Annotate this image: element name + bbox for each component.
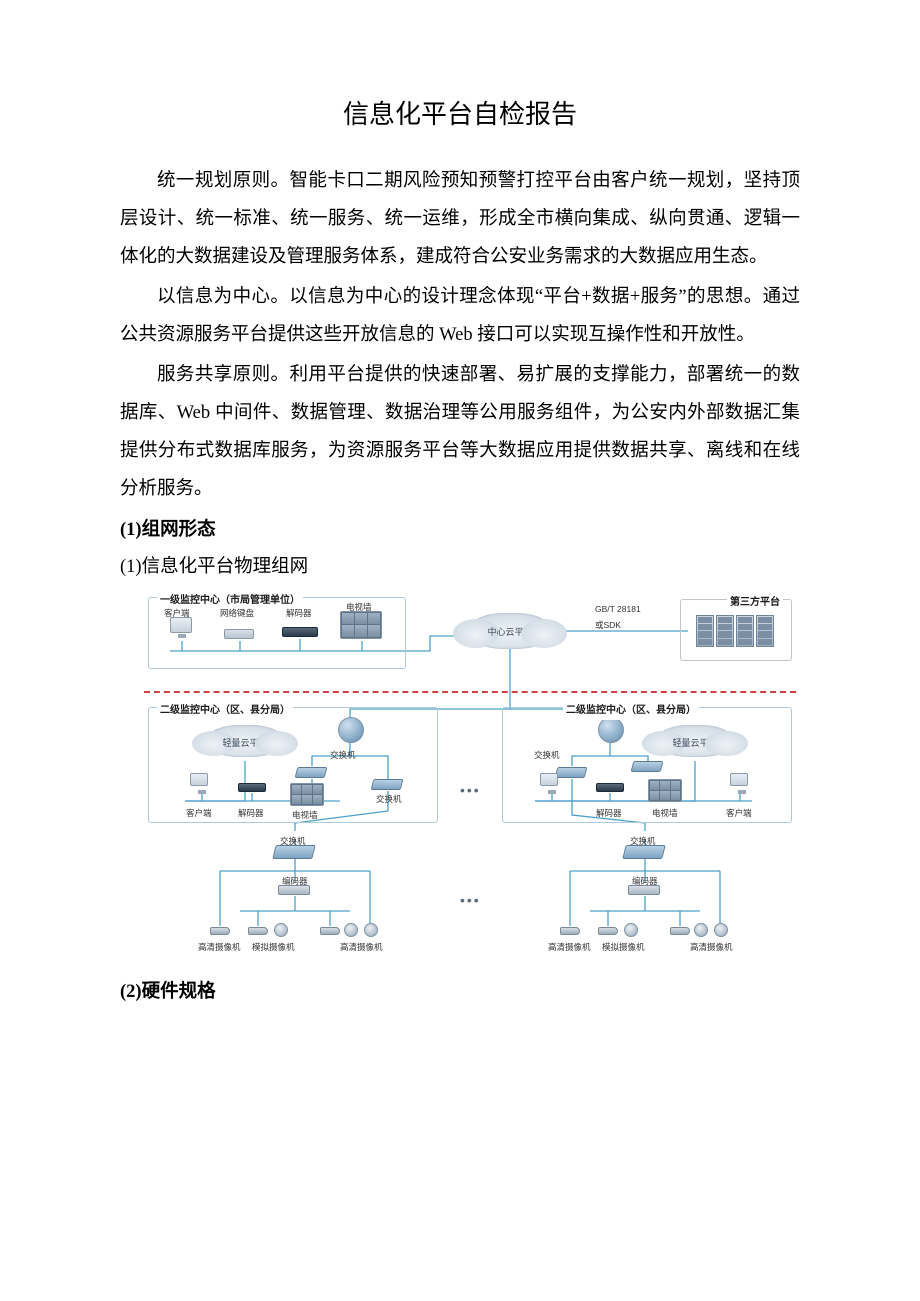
analog-camera-icon (320, 927, 340, 935)
analog-camera-icon (248, 927, 268, 935)
tier-separator-line (144, 691, 796, 693)
switch-label: 交换机 (330, 747, 356, 763)
decoder-icon (282, 627, 318, 637)
switch-label: 交换机 (280, 833, 306, 849)
section-1-1-heading: (1)信息化平台物理组网 (120, 550, 800, 585)
analog-camera-label: 模拟摄像机 (252, 939, 295, 955)
dome-camera-icon (364, 923, 378, 937)
tvwall-icon (340, 611, 382, 639)
switch-icon (295, 767, 328, 778)
hd-camera-label: 高清摄像机 (198, 939, 241, 955)
hd-camera-label: 高清摄像机 (340, 939, 383, 955)
tvwall-icon (648, 779, 682, 802)
group-third-party-title: 第三方平台 (727, 593, 783, 612)
switch-label: 交换机 (376, 791, 402, 807)
paragraph-1: 统一规划原则。智能卡口二期风险预知预警打控平台由客户统一规划，坚持顶层设计、统一… (120, 163, 800, 277)
dome-camera-icon (344, 923, 358, 937)
decoder-icon (596, 783, 624, 792)
hd-camera-icon (210, 927, 230, 935)
dome-camera-icon (624, 923, 638, 937)
light-cloud-left-icon: 轻量云平台 (206, 725, 284, 757)
switch-icon (371, 779, 404, 790)
tvwall-label: 电视墙 (652, 805, 678, 821)
analog-camera-icon (670, 927, 690, 935)
client-label: 客户端 (726, 805, 752, 821)
section-1-heading: (1)组网形态 (120, 513, 800, 548)
network-keyboard-icon (224, 629, 254, 639)
section-2-heading: (2)硬件规格 (120, 975, 800, 1010)
ellipsis-icon: ••• (460, 777, 481, 804)
light-cloud-left-label: 轻量云平台 (206, 735, 284, 752)
center-cloud-icon: 中心云平台 (468, 613, 552, 649)
light-cloud-right-label: 轻量云平台 (656, 735, 734, 752)
client-monitor-icon (540, 773, 558, 786)
tvwall-label: 电视墙 (346, 599, 372, 615)
tvwall-label: 电视墙 (292, 807, 318, 823)
hd-camera-label: 高清摄像机 (690, 939, 733, 955)
client-label: 客户端 (186, 805, 212, 821)
hd-camera-icon (560, 927, 580, 935)
group-level2-right-title: 二级监控中心（区、县分局） (563, 701, 699, 720)
switch-label: 交换机 (630, 833, 656, 849)
dome-camera-icon (714, 923, 728, 937)
client-monitor-icon (190, 773, 208, 786)
switch-icon (555, 767, 588, 778)
decoder-icon (238, 783, 266, 792)
dome-camera-icon (274, 923, 288, 937)
sdk-label: GB/T 28181 或SDK (595, 601, 641, 633)
page-title: 信息化平台自检报告 (120, 90, 800, 139)
switch-label: 交换机 (534, 747, 560, 763)
network-diagram: 一级监控中心（市局管理单位） 客户端 网络键盘 解码器 电视墙 中心云平台 GB… (140, 591, 800, 971)
server-rack-icon (696, 615, 774, 647)
analog-camera-label: 模拟摄像机 (602, 939, 645, 955)
light-cloud-right-icon: 轻量云平台 (656, 725, 734, 757)
ellipsis-icon: ••• (460, 887, 481, 914)
keyboard-label: 网络键盘 (220, 605, 254, 621)
encoder-label: 编码器 (632, 873, 658, 889)
dome-camera-icon (694, 923, 708, 937)
switch-icon (631, 761, 664, 772)
hd-camera-label: 高清摄像机 (548, 939, 591, 955)
center-cloud-label: 中心云平台 (468, 624, 552, 641)
decoder-label: 解码器 (596, 805, 622, 821)
decoder-label: 解码器 (238, 805, 264, 821)
tvwall-icon (290, 783, 324, 806)
encoder-label: 编码器 (282, 873, 308, 889)
paragraph-2: 以信息为中心。以信息为中心的设计理念体现“平台+数据+服务”的思想。通过公共资源… (120, 279, 800, 355)
analog-camera-icon (598, 927, 618, 935)
decoder-label: 解码器 (286, 605, 312, 621)
client-monitor-icon (730, 773, 748, 786)
client-label: 客户端 (164, 605, 190, 621)
paragraph-3: 服务共享原则。利用平台提供的快速部署、易扩展的支撑能力，部署统一的数据库、Web… (120, 357, 800, 509)
group-level2-left-title: 二级监控中心（区、县分局） (157, 701, 293, 720)
